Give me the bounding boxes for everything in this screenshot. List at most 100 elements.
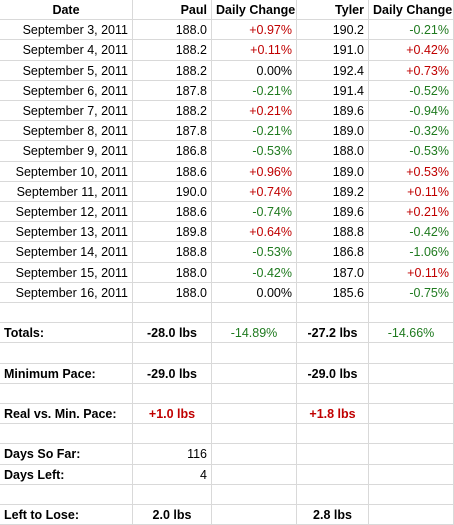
summary-tyler-cell[interactable]: 2.8 lbs [297,505,369,525]
paul-change-cell[interactable]: 0.00% [212,60,297,81]
date-cell[interactable]: September 12, 2011 [0,202,133,223]
tyler-change-cell[interactable]: -0.94% [369,101,454,122]
summary-tyler-change-cell[interactable]: -14.66% [369,323,454,344]
paul-weight-cell[interactable]: 188.0 [133,282,212,303]
paul-change-cell[interactable]: +0.11% [212,40,297,61]
summary-label-cell[interactable] [0,383,133,404]
summary-tyler-change-cell[interactable] [369,424,454,445]
tyler-change-cell[interactable]: +0.53% [369,161,454,182]
summary-paul-cell[interactable]: 116 [133,444,212,465]
tyler-weight-cell[interactable]: 190.2 [297,20,369,41]
date-cell[interactable]: September 4, 2011 [0,40,133,61]
summary-paul-change-cell[interactable] [212,424,297,445]
summary-paul-cell[interactable]: -29.0 lbs [133,363,212,384]
tyler-change-cell[interactable]: +0.11% [369,181,454,202]
tyler-change-cell[interactable]: +0.42% [369,40,454,61]
summary-tyler-change-cell[interactable] [369,303,454,324]
summary-label-cell[interactable] [0,343,133,364]
summary-paul-change-cell[interactable] [212,444,297,465]
summary-tyler-change-cell[interactable] [369,404,454,425]
summary-label-cell[interactable] [0,424,133,445]
paul-change-cell[interactable]: -0.21% [212,121,297,142]
date-cell[interactable]: September 5, 2011 [0,60,133,81]
summary-tyler-cell[interactable] [297,343,369,364]
paul-weight-cell[interactable]: 188.2 [133,101,212,122]
summary-paul-change-cell[interactable] [212,484,297,505]
summary-tyler-change-cell[interactable] [369,464,454,485]
summary-label-cell[interactable]: Minimum Pace: [0,363,133,384]
paul-change-cell[interactable]: +0.64% [212,222,297,243]
paul-weight-cell[interactable]: 186.8 [133,141,212,162]
header-cell-paul-change[interactable]: Daily Change [212,0,297,21]
summary-label-cell[interactable]: Days Left: [0,464,133,485]
paul-weight-cell[interactable]: 188.2 [133,40,212,61]
tyler-weight-cell[interactable]: 188.8 [297,222,369,243]
summary-label-cell[interactable] [0,303,133,324]
summary-tyler-cell[interactable] [297,383,369,404]
summary-paul-change-cell[interactable] [212,505,297,525]
paul-weight-cell[interactable]: 189.8 [133,222,212,243]
summary-tyler-change-cell[interactable] [369,383,454,404]
date-cell[interactable]: September 13, 2011 [0,222,133,243]
tyler-weight-cell[interactable]: 189.6 [297,202,369,223]
paul-change-cell[interactable]: 0.00% [212,282,297,303]
tyler-change-cell[interactable]: +0.21% [369,202,454,223]
date-cell[interactable]: September 8, 2011 [0,121,133,142]
summary-tyler-cell[interactable] [297,303,369,324]
tyler-change-cell[interactable]: -0.75% [369,282,454,303]
summary-paul-change-cell[interactable] [212,303,297,324]
tyler-change-cell[interactable]: +0.11% [369,262,454,283]
tyler-change-cell[interactable]: -0.52% [369,80,454,101]
summary-tyler-cell[interactable] [297,424,369,445]
summary-paul-cell[interactable] [133,424,212,445]
date-cell[interactable]: September 6, 2011 [0,80,133,101]
header-cell-paul[interactable]: Paul [133,0,212,21]
tyler-change-cell[interactable]: -0.42% [369,222,454,243]
date-cell[interactable]: September 9, 2011 [0,141,133,162]
tyler-change-cell[interactable]: -0.53% [369,141,454,162]
tyler-weight-cell[interactable]: 186.8 [297,242,369,263]
paul-weight-cell[interactable]: 187.8 [133,80,212,101]
paul-change-cell[interactable]: +0.74% [212,181,297,202]
summary-paul-cell[interactable] [133,383,212,404]
paul-weight-cell[interactable]: 188.6 [133,161,212,182]
date-cell[interactable]: September 15, 2011 [0,262,133,283]
date-cell[interactable]: September 14, 2011 [0,242,133,263]
tyler-change-cell[interactable]: -1.06% [369,242,454,263]
summary-paul-change-cell[interactable] [212,404,297,425]
date-cell[interactable]: September 3, 2011 [0,20,133,41]
summary-tyler-change-cell[interactable] [369,343,454,364]
paul-weight-cell[interactable]: 188.8 [133,242,212,263]
tyler-weight-cell[interactable]: 189.0 [297,161,369,182]
summary-label-cell[interactable]: Left to Lose: [0,505,133,525]
paul-weight-cell[interactable]: 188.0 [133,262,212,283]
paul-weight-cell[interactable]: 188.0 [133,20,212,41]
header-cell-tyler[interactable]: Tyler [297,0,369,21]
summary-paul-cell[interactable]: +1.0 lbs [133,404,212,425]
paul-change-cell[interactable]: -0.53% [212,141,297,162]
tyler-change-cell[interactable]: +0.73% [369,60,454,81]
summary-paul-cell[interactable]: -28.0 lbs [133,323,212,344]
paul-change-cell[interactable]: -0.21% [212,80,297,101]
summary-tyler-cell[interactable]: -29.0 lbs [297,363,369,384]
date-cell[interactable]: September 10, 2011 [0,161,133,182]
summary-tyler-cell[interactable] [297,464,369,485]
summary-tyler-change-cell[interactable] [369,505,454,525]
summary-paul-change-cell[interactable] [212,363,297,384]
summary-label-cell[interactable]: Totals: [0,323,133,344]
summary-paul-cell[interactable] [133,484,212,505]
date-cell[interactable]: September 16, 2011 [0,282,133,303]
tyler-change-cell[interactable]: -0.21% [369,20,454,41]
summary-tyler-change-cell[interactable] [369,363,454,384]
summary-paul-change-cell[interactable] [212,383,297,404]
tyler-weight-cell[interactable]: 185.6 [297,282,369,303]
summary-label-cell[interactable] [0,484,133,505]
tyler-change-cell[interactable]: -0.32% [369,121,454,142]
tyler-weight-cell[interactable]: 189.6 [297,101,369,122]
summary-paul-cell[interactable]: 2.0 lbs [133,505,212,525]
header-cell-date[interactable]: Date [0,0,133,21]
summary-tyler-cell[interactable] [297,484,369,505]
summary-paul-change-cell[interactable]: -14.89% [212,323,297,344]
date-cell[interactable]: September 11, 2011 [0,181,133,202]
header-cell-tyler-change[interactable]: Daily Change [369,0,454,21]
